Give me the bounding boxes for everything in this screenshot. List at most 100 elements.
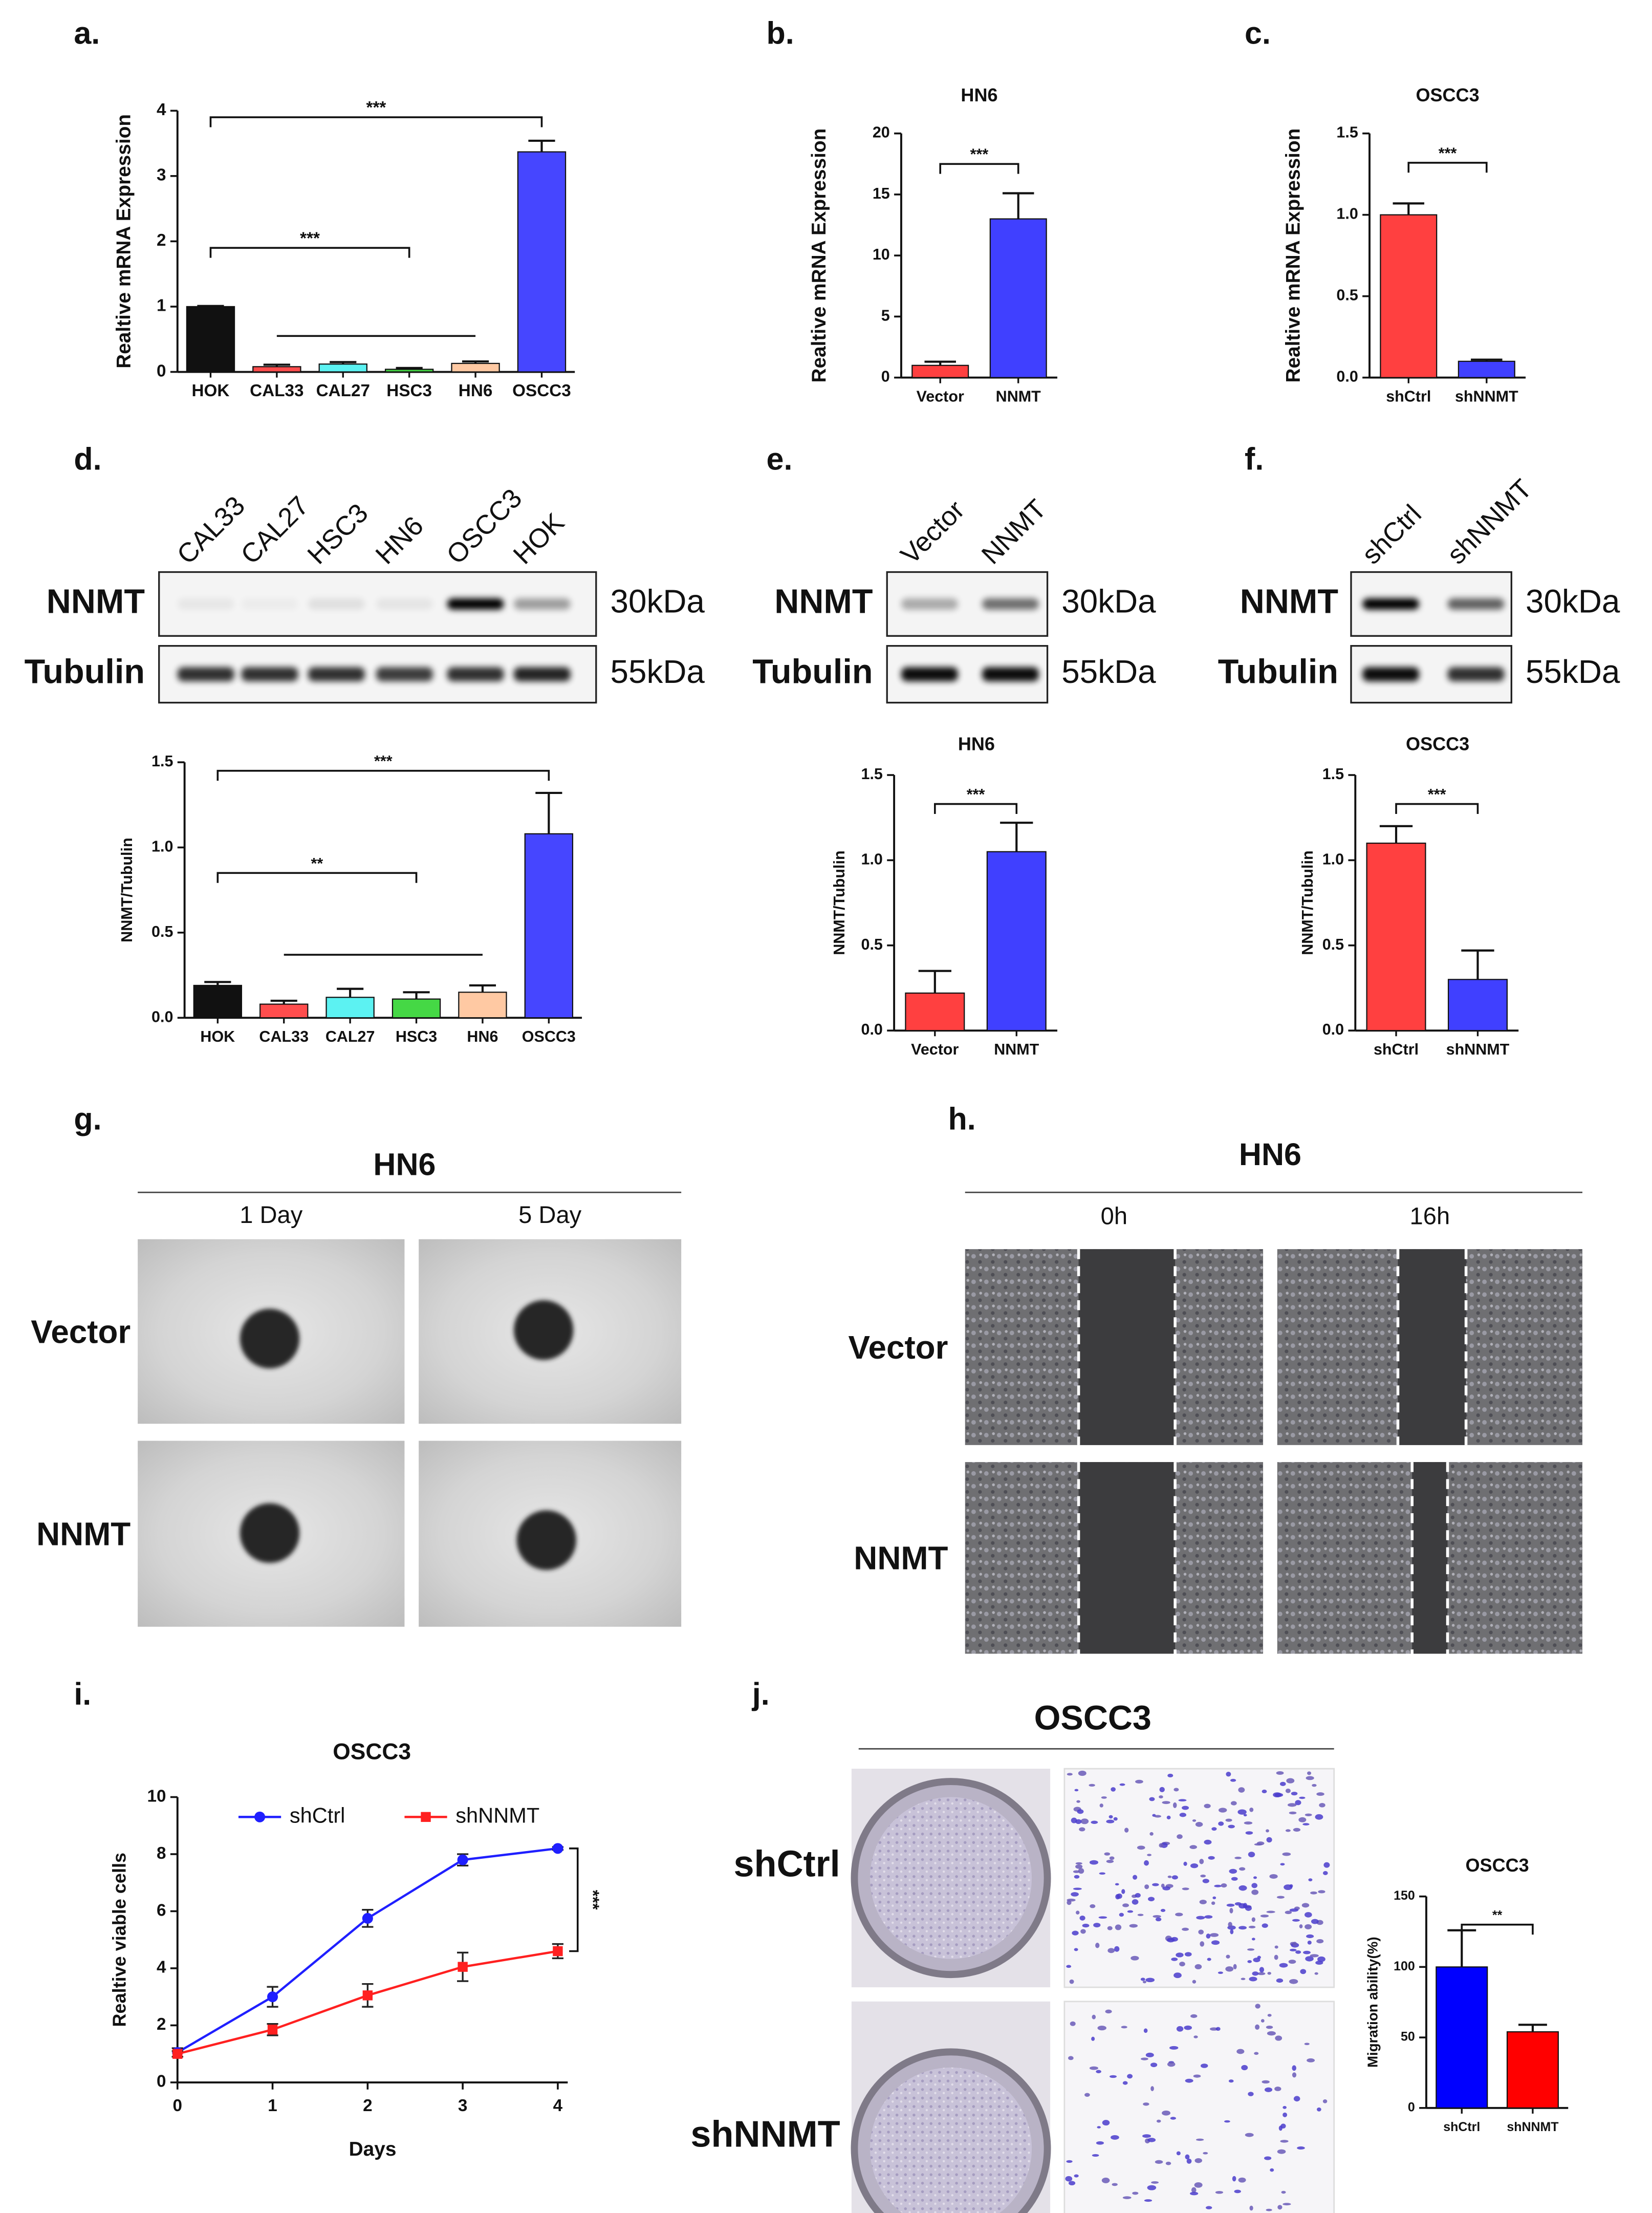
stained-cell	[1065, 2176, 1073, 2182]
stained-cell	[1281, 2190, 1286, 2194]
stained-cell	[1176, 2026, 1184, 2032]
wound-gap	[1398, 1249, 1466, 1445]
stained-cell	[1101, 1796, 1107, 1799]
stained-cell	[1152, 1883, 1159, 1886]
stained-cell	[1322, 1871, 1328, 1875]
stained-cell	[1124, 1828, 1129, 1833]
stained-cell	[1171, 1958, 1178, 1961]
stained-cell	[1318, 1890, 1325, 1894]
stained-cell	[1098, 1916, 1107, 1919]
stained-cell	[1292, 1919, 1300, 1922]
stained-cell	[1077, 1809, 1084, 1814]
x-tick-label: shCtrl	[1374, 1041, 1419, 1058]
stained-cell	[1111, 1787, 1116, 1792]
stained-cell	[1252, 1971, 1259, 1976]
stained-cell	[1226, 1772, 1231, 1777]
stained-cell	[1280, 1863, 1285, 1866]
stained-cell	[1215, 2027, 1221, 2031]
image-title: HN6	[373, 1147, 436, 1181]
stained-cell	[1251, 1883, 1257, 1888]
stained-cell	[1069, 1979, 1074, 1984]
stained-cell	[1115, 1883, 1119, 1886]
stained-cell	[1289, 1948, 1297, 1951]
stained-cell	[1089, 1784, 1095, 1787]
stained-cell	[1266, 1910, 1275, 1914]
stained-cell	[1190, 2191, 1199, 2196]
stained-cell	[1132, 2191, 1139, 2195]
stained-cell	[1196, 1916, 1205, 1920]
point	[362, 1913, 373, 1924]
y-tick-label: 1.5	[1322, 765, 1344, 783]
y-tick-label: 10	[147, 1787, 166, 1806]
stained-cell	[1280, 2140, 1289, 2143]
stained-cell	[1301, 1903, 1310, 1908]
stained-cell	[1204, 1915, 1213, 1919]
significance-bracket	[939, 163, 1019, 174]
bar	[193, 984, 243, 1019]
stained-cell	[1211, 1940, 1220, 1945]
stained-cell	[1323, 1862, 1330, 1868]
lane-label: Vector	[895, 495, 970, 570]
bar	[325, 997, 375, 1019]
blot-band	[982, 598, 1039, 610]
x-tick-label: CAL33	[259, 1028, 309, 1045]
stained-cell	[1236, 2049, 1245, 2054]
x-tick-label: Vector	[911, 1041, 959, 1058]
x-tick-label: CAL33	[250, 381, 303, 400]
stained-cell	[1259, 1967, 1265, 1973]
stained-cell	[1182, 1887, 1189, 1890]
transwell-photo	[1063, 2001, 1335, 2213]
stained-cell	[1122, 2196, 1132, 2199]
stained-cell	[1119, 1783, 1125, 1786]
stained-cell	[1238, 2177, 1246, 2183]
stained-cell	[1247, 1960, 1252, 1963]
stained-cell	[1299, 1796, 1306, 1799]
bar	[451, 362, 500, 373]
stained-cell	[1159, 1843, 1164, 1848]
stained-cell	[1304, 2043, 1310, 2046]
y-tick-label: 0	[1408, 2100, 1415, 2114]
y-tick-label: 1.0	[151, 838, 173, 855]
stained-cell	[1310, 1954, 1319, 1958]
stained-cell	[1234, 2189, 1241, 2194]
stained-cell	[1201, 2064, 1208, 2068]
dish-well	[870, 2067, 1032, 2213]
stained-cell	[1238, 1787, 1245, 1793]
stained-cell	[1092, 2014, 1096, 2019]
stained-cell	[1072, 1930, 1079, 1936]
stained-cell	[1144, 2199, 1153, 2202]
row-label: Vector	[849, 1329, 948, 1366]
panel-label: c.	[1245, 15, 1271, 50]
stained-cell	[1243, 1903, 1248, 1908]
stained-cell	[1109, 1856, 1115, 1860]
x-tick-label: shCtrl	[1443, 2120, 1480, 2134]
stained-cell	[1176, 1952, 1184, 1958]
stained-cell	[1234, 1857, 1242, 1859]
stained-cell	[1203, 2152, 1208, 2155]
stained-cell	[1076, 1910, 1080, 1915]
stained-cell	[1145, 1978, 1155, 1983]
spheroid	[240, 1503, 300, 1563]
x-tick-label: shNNMT	[1455, 388, 1518, 405]
stained-cell	[1169, 2046, 1179, 2050]
stained-cell	[1218, 1821, 1224, 1826]
stained-cell	[1249, 1976, 1257, 1982]
stained-cell	[1253, 1958, 1260, 1963]
x-tick-label: NNMT	[996, 388, 1041, 405]
stained-cell	[1292, 1942, 1297, 1946]
stained-cell	[1182, 1927, 1189, 1931]
stained-cell	[1113, 1817, 1118, 1821]
wound-gap	[1078, 1462, 1176, 1654]
stained-cell	[1159, 1795, 1163, 1799]
stained-cell	[1200, 1941, 1205, 1947]
stained-cell	[1322, 2099, 1328, 2103]
blot-size-label: 55kDa	[611, 653, 705, 690]
chart-title: HN6	[958, 733, 995, 754]
blot-band	[308, 598, 365, 610]
stained-cell	[1076, 1800, 1080, 1803]
stained-cell	[1186, 2158, 1192, 2164]
bar	[517, 151, 567, 373]
stained-cell	[1173, 1972, 1182, 1979]
stained-cell	[1195, 2138, 1204, 2141]
stained-cell	[1255, 2004, 1260, 2009]
